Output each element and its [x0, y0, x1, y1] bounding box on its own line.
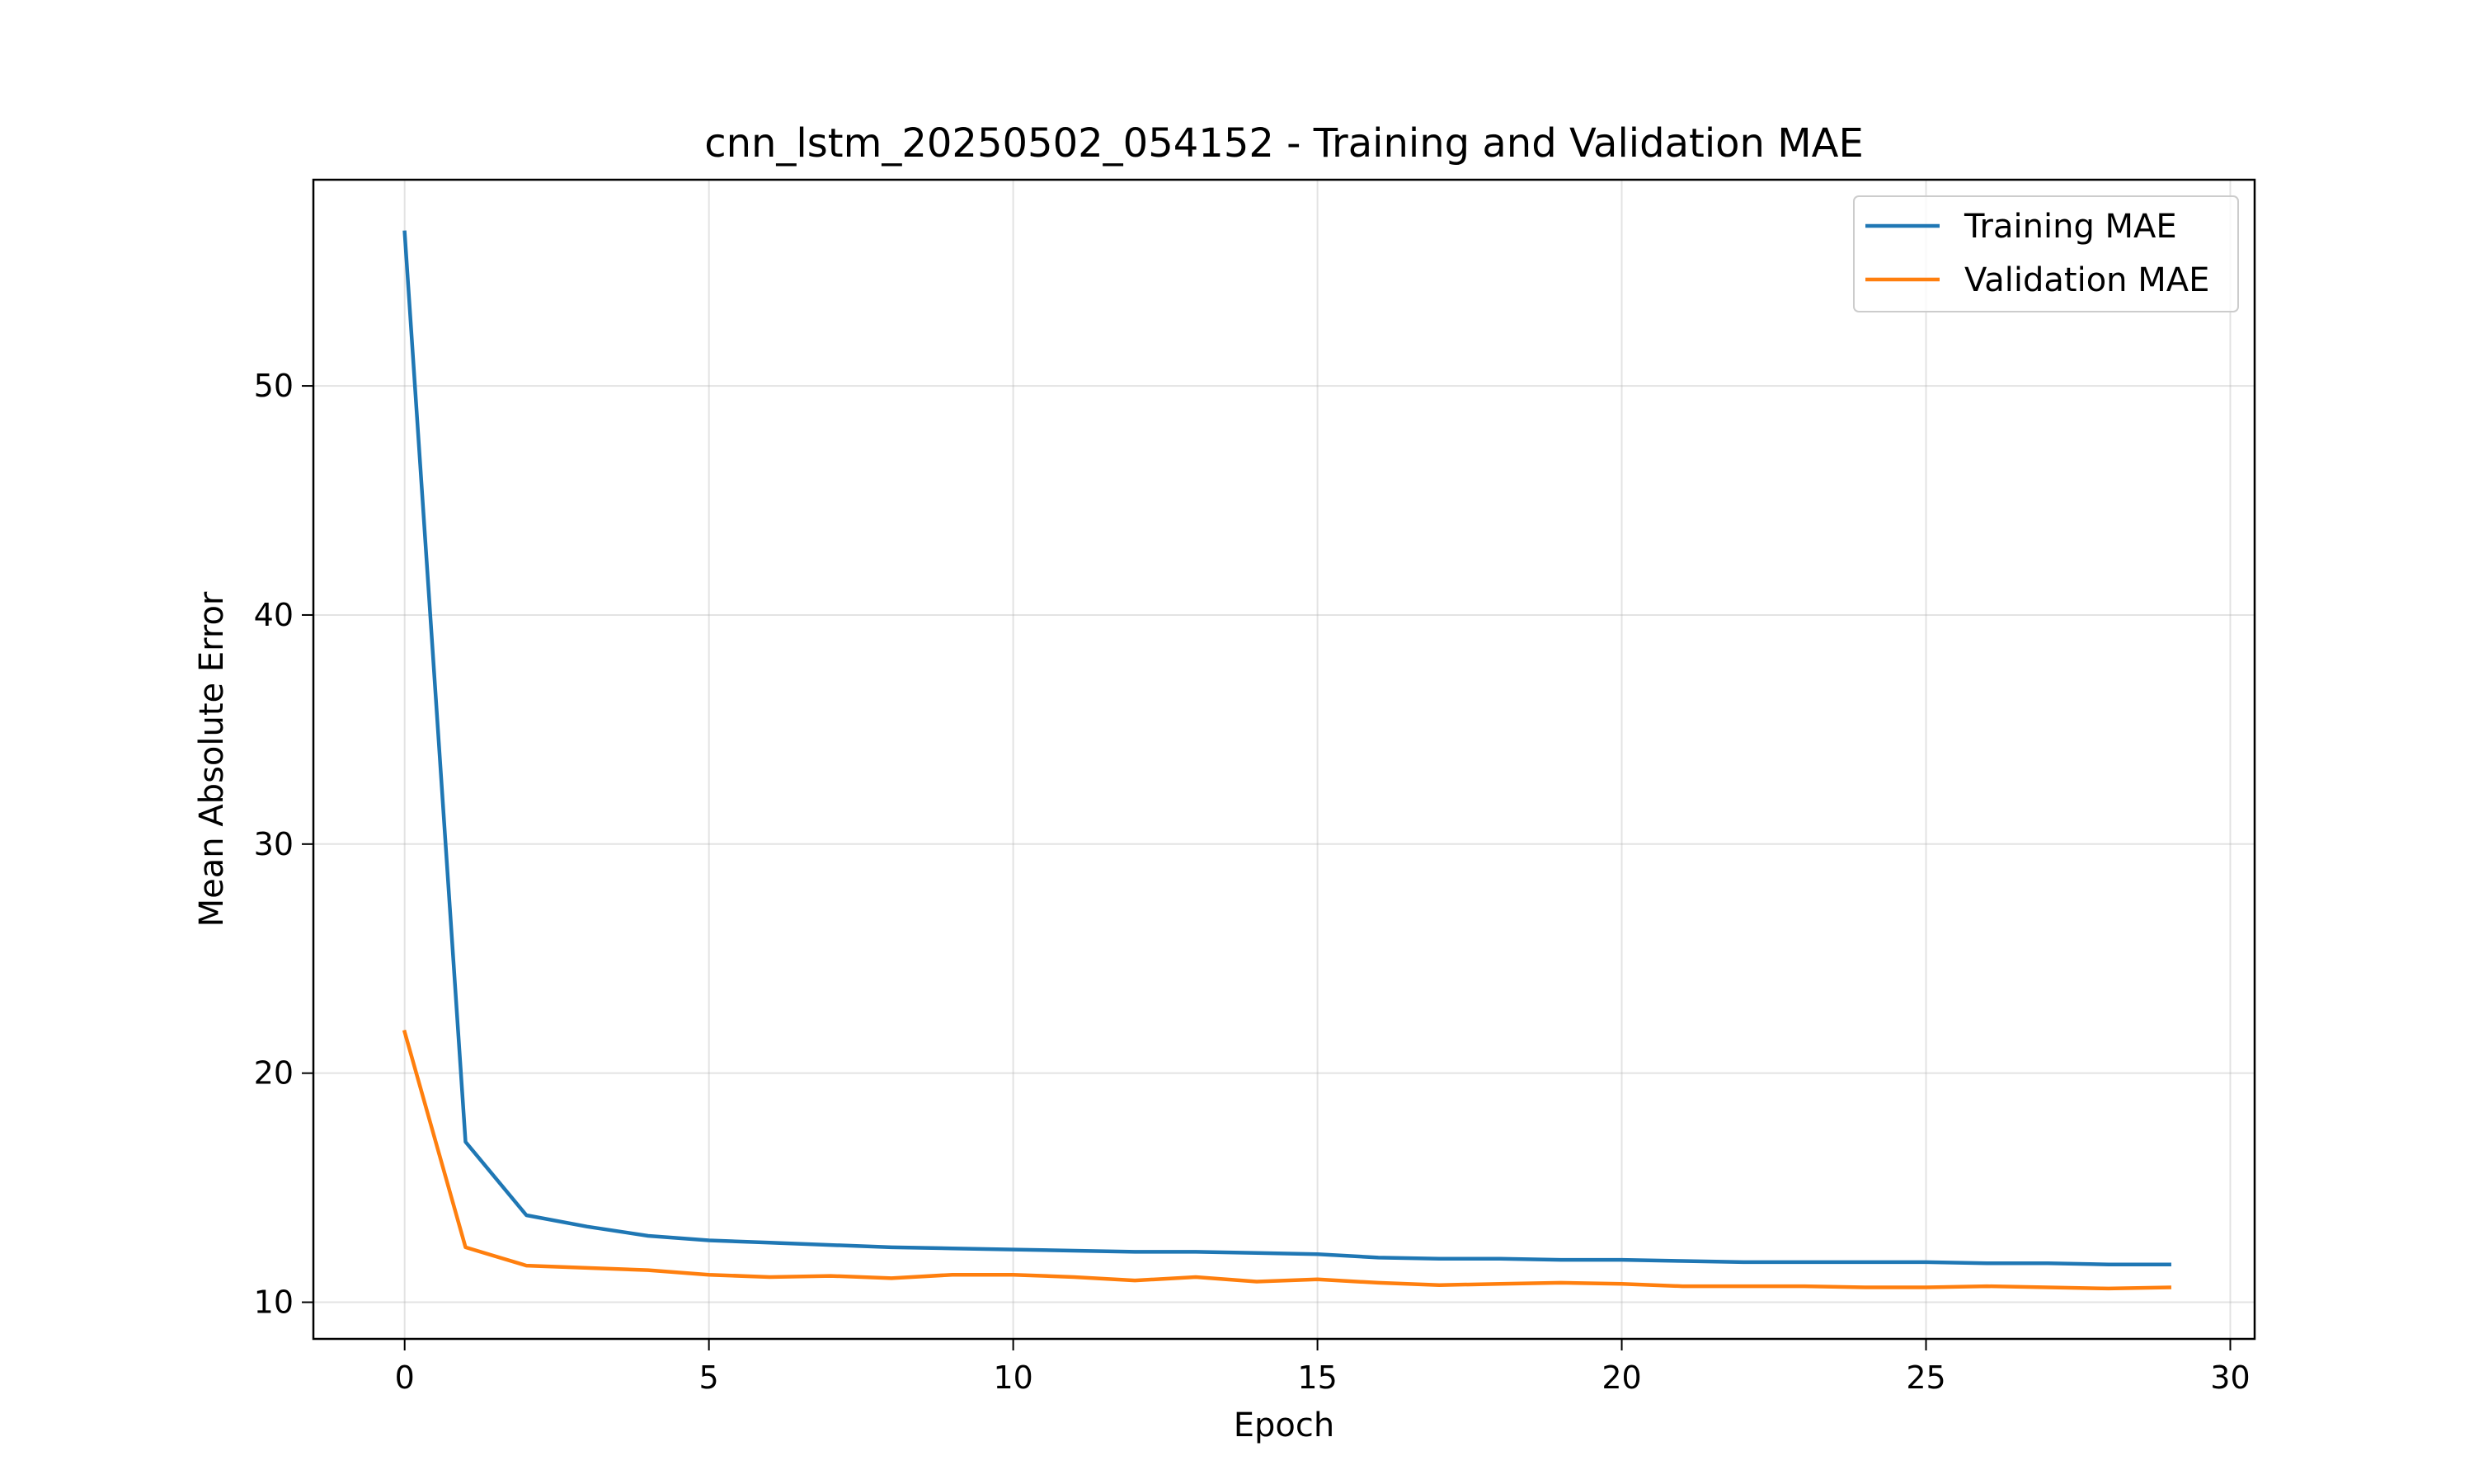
x-tick-label: 0 — [395, 1360, 415, 1396]
x-tick-label: 25 — [1906, 1360, 1945, 1396]
grid-lines — [313, 180, 2255, 1339]
series-line-validation — [402, 1029, 2171, 1291]
x-tick-label: 10 — [993, 1360, 1032, 1396]
y-tick-label: 40 — [254, 597, 294, 633]
y-tick-label: 20 — [254, 1055, 294, 1092]
y-tick-label: 10 — [254, 1284, 294, 1321]
legend-box — [1853, 195, 2239, 312]
y-axis-label: Mean Absolute Error — [193, 591, 231, 927]
legend-label-validation: Validation MAE — [1964, 261, 2209, 299]
plot-area-border — [312, 178, 2256, 1341]
legend-label-training: Training MAE — [1964, 208, 2177, 246]
x-tick-label: 15 — [1297, 1360, 1337, 1396]
x-axis-label: Epoch — [1234, 1407, 1334, 1444]
x-tick-label: 5 — [699, 1360, 719, 1396]
chart-title: cnn_lstm_20250502_054152 - Training and … — [704, 120, 1864, 167]
y-tick-label: 30 — [254, 826, 294, 862]
axis-ticks: 0 5 10 15 20 25 30 10 20 30 40 50 — [254, 368, 2251, 1396]
y-tick-label: 50 — [254, 368, 294, 404]
series-lines — [402, 230, 2171, 1291]
series-line-training — [402, 230, 2171, 1266]
x-tick-label: 30 — [2210, 1360, 2250, 1396]
legend: Training MAE Validation MAE — [1853, 195, 2239, 312]
x-tick-label: 20 — [1602, 1360, 1641, 1396]
